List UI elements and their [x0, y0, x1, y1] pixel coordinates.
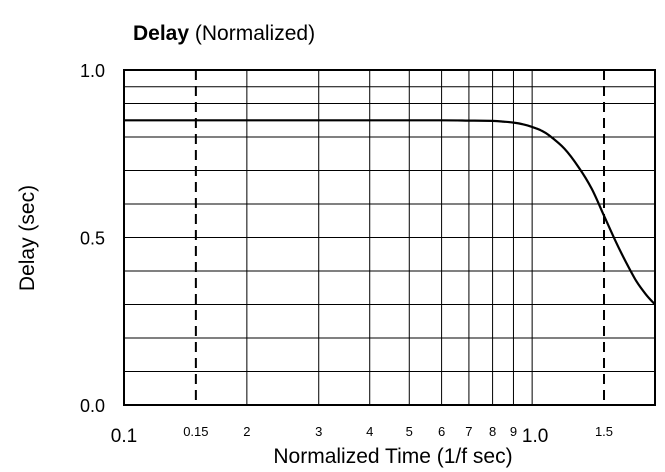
y-axis-ticks: 0.0 0.5 1.0 — [80, 61, 105, 416]
y-tick-label: 0.5 — [80, 229, 105, 249]
x-tick-label: 7 — [465, 424, 472, 439]
x-tick-label: 4 — [366, 424, 373, 439]
x-tick-label: 9 — [510, 424, 517, 439]
y-tick-label: 1.0 — [80, 61, 105, 81]
grid-lines — [124, 70, 655, 405]
x-tick-label: 8 — [489, 424, 496, 439]
chart-title-bold: Delay — [133, 22, 189, 45]
chart-title: Delay (Normalized) — [133, 22, 315, 45]
dashed-reference-lines — [194, 70, 606, 405]
x-axis-ticks: 0.1 0.15 2 3 4 5 6 7 8 9 1.0 1.5 — [111, 424, 613, 447]
x-tick-label: 2 — [243, 424, 250, 439]
x-tick-label: 0.15 — [183, 424, 208, 439]
x-tick-label: 0.1 — [111, 426, 137, 447]
x-tick-label: 1.0 — [522, 426, 548, 447]
plot-area-frame — [123, 69, 656, 406]
series-group — [124, 119, 656, 306]
x-tick-label: 6 — [438, 424, 445, 439]
x-axis-label: Normalized Time (1/f sec) — [273, 445, 512, 468]
chart-title-rest: (Normalized) — [195, 22, 315, 45]
x-tick-label: 3 — [315, 424, 322, 439]
x-tick-label: 5 — [406, 424, 413, 439]
x-tick-label: 1.5 — [595, 424, 613, 439]
y-tick-label: 0.0 — [80, 396, 105, 416]
delay-curve — [124, 119, 656, 306]
y-axis-label: Delay (sec) — [16, 185, 39, 291]
